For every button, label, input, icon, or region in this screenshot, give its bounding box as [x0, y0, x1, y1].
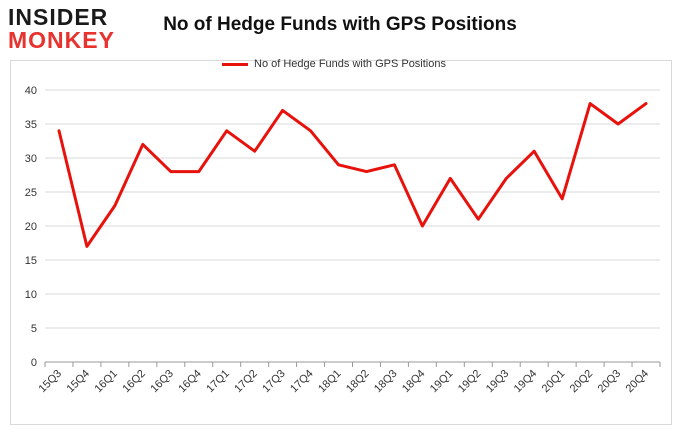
x-tick-label: 19Q2 — [456, 368, 484, 396]
x-tick-label: 20Q4 — [624, 368, 652, 396]
y-tick-label: 25 — [25, 187, 37, 199]
data-point — [533, 150, 536, 153]
data-point — [253, 150, 256, 153]
data-point — [505, 177, 508, 180]
data-point — [421, 224, 424, 228]
y-tick-label: 30 — [25, 153, 37, 165]
x-tick-label: 20Q1 — [540, 368, 568, 396]
data-point — [588, 102, 592, 105]
x-tick-label: 16Q1 — [92, 368, 120, 396]
x-tick-label: 17Q3 — [260, 368, 288, 396]
x-tick-label: 17Q2 — [232, 368, 260, 396]
data-point — [57, 129, 61, 132]
insider-monkey-logo: INSIDER MONKEY — [8, 6, 130, 56]
x-tick-label: 20Q2 — [568, 368, 596, 396]
data-point — [644, 102, 648, 105]
logo-text-bottom: MONKEY — [8, 27, 115, 53]
data-point — [393, 163, 396, 166]
y-tick-label: 35 — [25, 119, 37, 131]
x-tick-label: 18Q2 — [344, 368, 372, 396]
chart-title: No of Hedge Funds with GPS Positions — [163, 14, 517, 35]
x-tick-label: 16Q4 — [176, 368, 204, 396]
y-tick-label: 5 — [31, 323, 37, 335]
data-point — [197, 170, 200, 173]
y-tick-label: 20 — [25, 221, 37, 233]
legend-swatch — [222, 62, 248, 66]
y-tick-label: 10 — [25, 289, 37, 301]
data-point — [560, 197, 564, 200]
legend: No of Hedge Funds with GPS Positions — [222, 56, 446, 72]
x-tick-label: 19Q4 — [512, 368, 540, 396]
x-tick-label: 19Q1 — [428, 368, 456, 396]
y-tick-label: 0 — [31, 357, 37, 369]
x-tick-label: 18Q3 — [372, 368, 400, 396]
data-point — [85, 245, 89, 248]
data-point — [449, 177, 452, 180]
x-tick-label: 17Q1 — [204, 368, 232, 396]
x-tick-label: 19Q3 — [484, 368, 512, 396]
data-point — [365, 170, 368, 173]
y-tick-label: 15 — [25, 255, 37, 267]
data-point — [337, 163, 340, 166]
data-point — [113, 204, 117, 207]
data-point — [309, 129, 312, 132]
x-tick-label: 18Q1 — [316, 368, 344, 396]
data-point — [281, 109, 284, 112]
data-point — [477, 218, 480, 221]
x-tick-label: 16Q2 — [120, 368, 148, 396]
data-point — [616, 122, 620, 126]
x-tick-label: 18Q4 — [400, 368, 428, 396]
x-tick-label: 16Q3 — [148, 368, 176, 396]
legend-label: No of Hedge Funds with GPS Positions — [254, 58, 446, 70]
x-tick-label: 15Q3 — [37, 368, 65, 396]
chart-border — [10, 60, 672, 425]
logo-text-top: INSIDER — [8, 4, 109, 30]
data-point — [169, 170, 172, 173]
y-tick-label: 40 — [25, 85, 37, 97]
series-line — [57, 102, 648, 248]
data-point — [141, 143, 145, 146]
x-tick-label: 20Q3 — [596, 368, 624, 396]
data-point — [225, 129, 228, 132]
x-tick-label: 17Q4 — [288, 368, 316, 396]
x-tick-label: 15Q4 — [65, 368, 93, 396]
